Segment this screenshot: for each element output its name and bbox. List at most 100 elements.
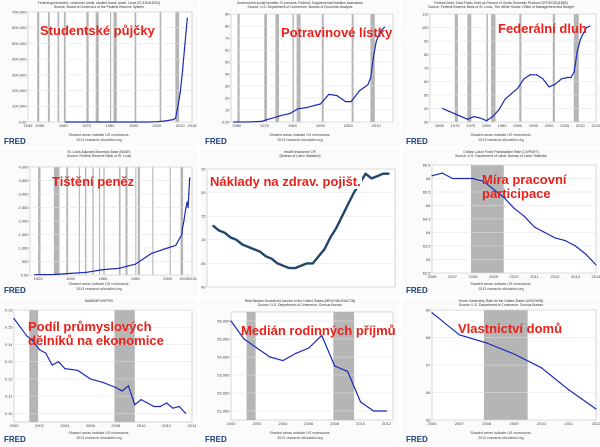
data-point [378, 33, 380, 36]
data-point [554, 237, 556, 239]
data-point [13, 318, 15, 320]
data-point [163, 120, 165, 122]
data-point [189, 177, 191, 179]
chart-svg: Home Ownership Rate for the United State… [406, 299, 600, 444]
data-point [212, 225, 214, 227]
panel-title: Potravinové lístky [281, 25, 393, 40]
y-tick-label: 60 [424, 79, 429, 84]
x-tick-label: 2014 [188, 423, 198, 428]
data-point [266, 119, 268, 121]
x-tick-label: 2009 [510, 421, 520, 426]
data-point [89, 378, 91, 380]
recession-band [63, 12, 66, 122]
data-point [574, 245, 577, 247]
data-point [513, 353, 515, 355]
data-point [323, 248, 326, 250]
y-tick-label: 63 [426, 257, 431, 262]
chart-svg: Health Insurance CPI(Bureau of Labor Sta… [201, 150, 396, 289]
data-point [448, 110, 450, 112]
y-tick-label: 56,000 [217, 318, 230, 323]
x-tick-label: 1950 [35, 123, 45, 128]
data-point [179, 91, 181, 93]
x-tick-label: 1980 [482, 123, 492, 128]
y-tick-label: 65.5 [423, 189, 432, 194]
data-point [184, 209, 187, 211]
x-tick-label: 2013 [571, 274, 581, 279]
data-point [289, 113, 291, 115]
data-point [513, 207, 515, 209]
x-tick-label: 2010 [179, 276, 189, 281]
x-tick-label: 2011 [564, 421, 573, 426]
site-note: 2013 research.stlouisfed.org [277, 436, 322, 440]
chart-panel: Federal Debt: Total Public Debt as Perce… [402, 0, 600, 147]
data-point [347, 370, 349, 372]
data-point [335, 227, 337, 229]
y-tick-label: 62.5 [423, 270, 432, 275]
x-tick-label: 1990 [129, 123, 139, 128]
y-tick-label: 30 [225, 83, 230, 88]
data-point [523, 78, 525, 80]
y-tick-label: 0.00 [222, 119, 231, 124]
data-point [76, 369, 79, 371]
data-point [344, 101, 347, 103]
data-point [102, 269, 104, 271]
chart-subtitle: Civilian Labor Force Participation Rate … [463, 150, 538, 154]
x-tick-label: 1970 [260, 123, 270, 128]
data-point [38, 349, 41, 351]
data-point [535, 74, 538, 76]
data-point [321, 334, 323, 336]
fred-logo: FRED [205, 137, 227, 146]
x-tick-label: 2007 [455, 421, 465, 426]
data-point [462, 177, 464, 180]
chart-subtitle: St. Louis Adjusted Monetary Base (BASE) [67, 150, 130, 154]
data-point [375, 41, 377, 43]
data-point [431, 175, 433, 177]
y-tick-label: 80 [424, 52, 429, 57]
y-tick-label: 66 [426, 390, 431, 395]
data-point [186, 201, 188, 203]
data-point [282, 360, 284, 362]
x-tick-label: 2015 [188, 276, 198, 281]
data-point [121, 390, 123, 392]
y-tick-label: 40 [225, 71, 230, 76]
data-point [319, 103, 321, 105]
y-tick-label: 120 [201, 190, 206, 195]
data-point [53, 273, 55, 276]
data-point [150, 252, 153, 254]
data-point [431, 312, 433, 314]
y-tick-label: 70 [424, 65, 429, 70]
data-point [288, 267, 290, 269]
y-tick-label: 69 [426, 307, 431, 312]
data-point [271, 258, 273, 260]
data-point [486, 342, 488, 344]
data-point [69, 272, 72, 274]
x-tick-label: 2000 [227, 421, 237, 426]
data-point [318, 255, 320, 257]
data-point [64, 367, 66, 370]
data-point [492, 116, 494, 118]
y-tick-label: 500,000 [12, 41, 27, 46]
panel-title: Podíl průmyslových dělníků na ekonomice [28, 319, 164, 348]
y-tick-label: 700,000 [12, 9, 27, 14]
y-tick-label: 0.11 [5, 394, 13, 399]
x-tick-label: 2000 [545, 123, 555, 128]
chart-panel: Government social benefits: To persons: … [201, 0, 399, 147]
x-tick-label: 1970 [82, 123, 92, 128]
recession-band [47, 12, 50, 122]
chart-source: Source: U.S. Department of Labor: Bureau… [455, 154, 547, 158]
data-point [329, 236, 331, 239]
fred-logo: FRED [406, 435, 428, 444]
chart-panel: Health Insurance CPI (Bureau of Labor Sta… [201, 149, 399, 296]
x-tick-label: 1960 [232, 123, 242, 128]
data-point [372, 56, 375, 58]
data-point [178, 405, 180, 408]
data-point [86, 271, 88, 273]
recession-band [159, 12, 162, 122]
data-point [576, 51, 578, 53]
data-point [64, 121, 67, 123]
plot-area [13, 309, 193, 423]
data-point [568, 389, 570, 391]
data-point [32, 340, 34, 342]
data-point [259, 251, 261, 253]
x-tick-label: 2007 [448, 274, 458, 279]
